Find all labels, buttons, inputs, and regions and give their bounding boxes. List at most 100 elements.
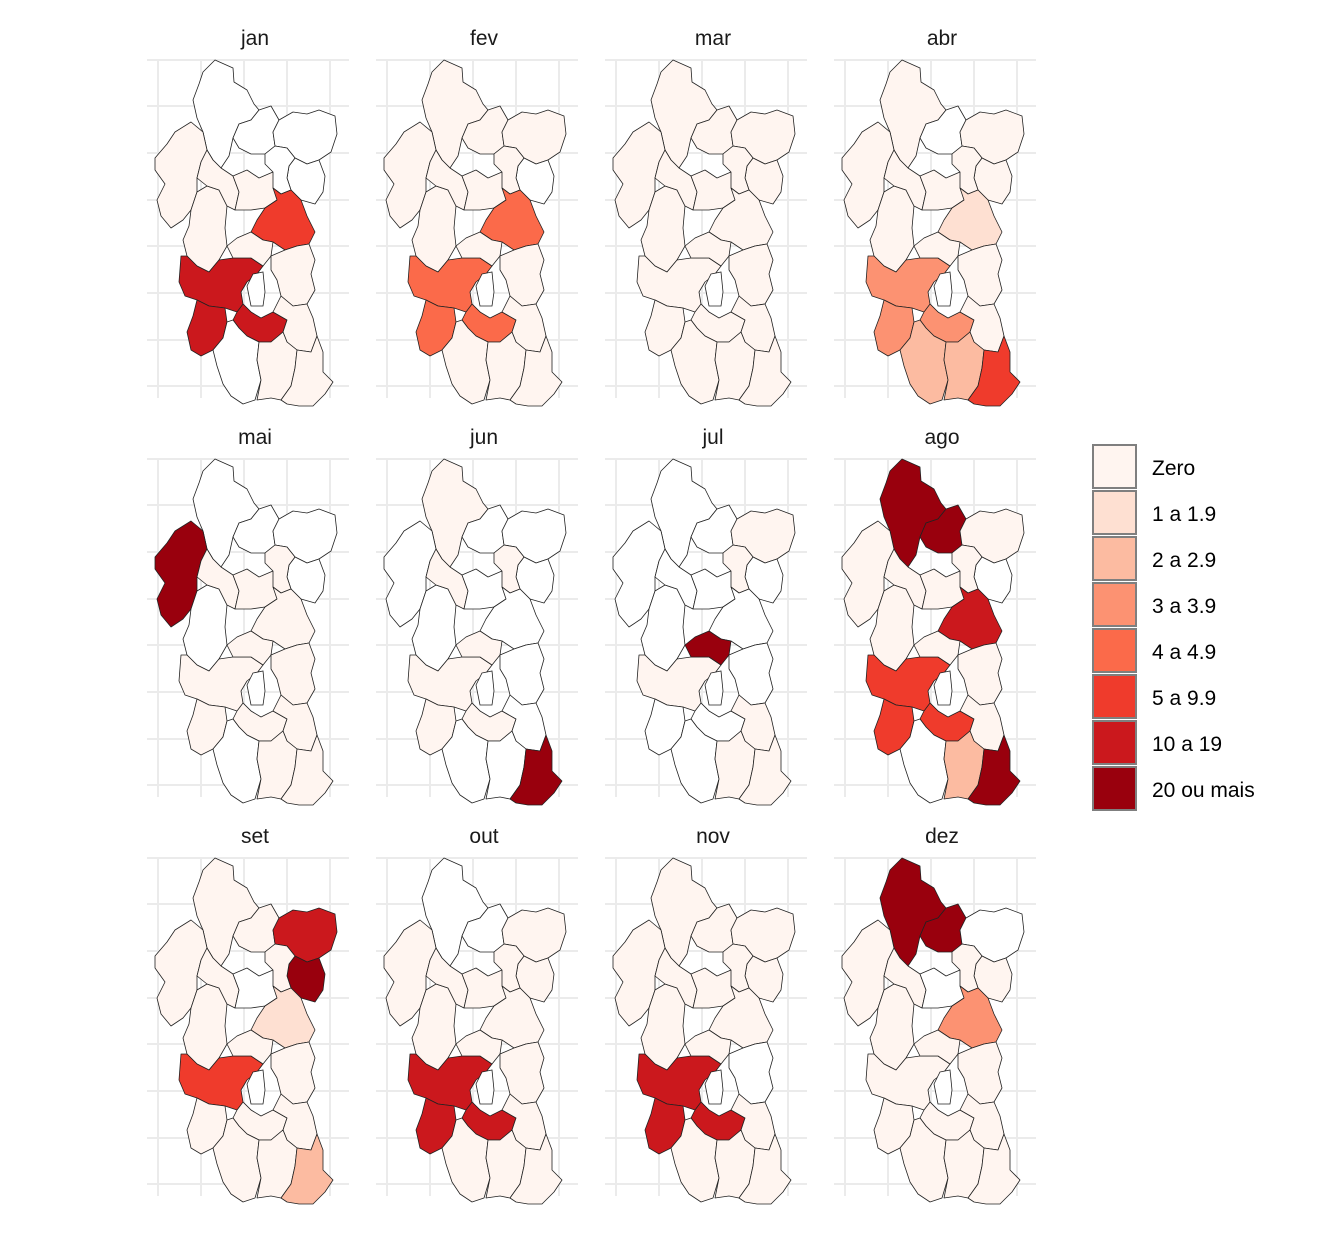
municipality-enclave	[704, 271, 724, 307]
municipality-se	[499, 1041, 545, 1105]
municipality-se	[499, 642, 545, 706]
municipality-sse	[738, 734, 792, 806]
municipality-se	[270, 1041, 316, 1105]
panel-map	[612, 458, 796, 806]
panel-dez: dez	[834, 825, 1036, 1205]
panel-map	[612, 857, 796, 1205]
municipality-sse	[509, 734, 563, 806]
panel-map	[841, 59, 1025, 407]
municipality-nc	[690, 504, 738, 554]
municipality-sc	[684, 1029, 732, 1065]
municipality-enclave	[704, 1069, 724, 1105]
municipality-nc	[461, 903, 509, 953]
panel-ago: ago	[834, 426, 1036, 806]
municipality-sse	[967, 734, 1021, 806]
panel-title: ago	[924, 426, 959, 449]
legend-key	[1092, 582, 1137, 627]
panel-jun: jun	[376, 426, 578, 806]
municipality-nc	[690, 105, 738, 155]
panel-title: jul	[701, 426, 723, 449]
panel-nov: nov	[605, 825, 807, 1205]
municipality-enclave	[475, 271, 495, 307]
municipality-sc	[455, 630, 503, 666]
municipality-enclave	[246, 670, 266, 706]
municipality-se	[957, 642, 1003, 706]
panel-map	[841, 857, 1025, 1205]
municipality-sse	[509, 1133, 563, 1205]
municipality-sc	[226, 630, 274, 666]
municipality-sse	[280, 335, 334, 407]
panel-map	[612, 59, 796, 407]
municipality-se	[957, 243, 1003, 307]
municipality-nc	[919, 105, 967, 155]
legend-label: 4 a 4.9	[1152, 641, 1216, 664]
legend-key	[1092, 444, 1137, 489]
municipality-sse	[967, 1133, 1021, 1205]
municipality-enclave	[246, 1069, 266, 1105]
municipality-sse	[967, 335, 1021, 407]
legend-key	[1092, 720, 1137, 765]
municipality-enclave	[933, 670, 953, 706]
municipality-nc	[461, 504, 509, 554]
panel-jul: jul	[605, 426, 807, 806]
panel-map	[154, 59, 338, 407]
legend-key	[1092, 766, 1137, 811]
municipality-enclave	[704, 670, 724, 706]
panel-mai: mai	[147, 426, 349, 806]
panel-title: set	[241, 825, 269, 848]
legend-label: 10 a 19	[1152, 733, 1222, 756]
municipality-nc	[919, 903, 967, 953]
panel-title: nov	[696, 825, 730, 848]
municipality-sc	[913, 630, 961, 666]
municipality-sse	[280, 1133, 334, 1205]
municipality-nc	[232, 903, 280, 953]
municipality-nc	[461, 105, 509, 155]
legend-key	[1092, 490, 1137, 535]
legend-label: 2 a 2.9	[1152, 549, 1216, 572]
municipality-se	[270, 642, 316, 706]
panel-title: out	[469, 825, 498, 848]
municipality-sc	[684, 231, 732, 267]
legend-label: 5 a 9.9	[1152, 687, 1216, 710]
municipality-sse	[738, 1133, 792, 1205]
panel-abr: abr	[834, 27, 1036, 407]
municipality-nc	[690, 903, 738, 953]
municipality-nc	[232, 504, 280, 554]
panel-title: fev	[470, 27, 499, 50]
municipality-nc	[919, 504, 967, 554]
municipality-sc	[684, 630, 732, 666]
municipality-sc	[226, 231, 274, 267]
panel-jan: jan	[147, 27, 349, 407]
municipality-sc	[913, 231, 961, 267]
municipality-nc	[232, 105, 280, 155]
municipality-se	[957, 1041, 1003, 1105]
legend-label: Zero	[1152, 457, 1195, 480]
municipality-enclave	[933, 271, 953, 307]
panel-map	[383, 458, 567, 806]
legend: Zero 1 a 1.9 2 a 2.9 3 a 3.9 4 a 4.9 5 a 9.9 1…	[1092, 444, 1255, 811]
panel-map	[154, 857, 338, 1205]
legend-label: 20 ou mais	[1152, 779, 1255, 802]
panel-map	[383, 59, 567, 407]
municipality-enclave	[475, 1069, 495, 1105]
municipality-sse	[738, 335, 792, 407]
municipality-sse	[280, 734, 334, 806]
panel-title: jun	[469, 426, 498, 449]
legend-key	[1092, 674, 1137, 719]
municipality-se	[728, 1041, 774, 1105]
panel-out: out	[376, 825, 578, 1205]
municipality-sc	[226, 1029, 274, 1065]
panel-title: mai	[238, 426, 272, 449]
municipality-sc	[455, 1029, 503, 1065]
municipality-sc	[913, 1029, 961, 1065]
panel-title: jan	[240, 27, 269, 50]
panel-map	[841, 458, 1025, 806]
panel-map	[383, 857, 567, 1205]
panel-fev: fev	[376, 27, 578, 407]
municipality-enclave	[933, 1069, 953, 1105]
panel-mar: mar	[605, 27, 807, 407]
municipality-enclave	[246, 271, 266, 307]
legend-key	[1092, 628, 1137, 673]
